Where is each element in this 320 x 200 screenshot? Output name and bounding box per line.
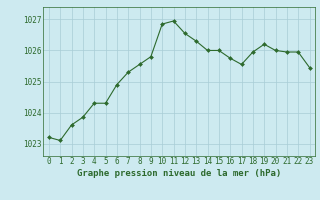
X-axis label: Graphe pression niveau de la mer (hPa): Graphe pression niveau de la mer (hPa) <box>77 169 281 178</box>
